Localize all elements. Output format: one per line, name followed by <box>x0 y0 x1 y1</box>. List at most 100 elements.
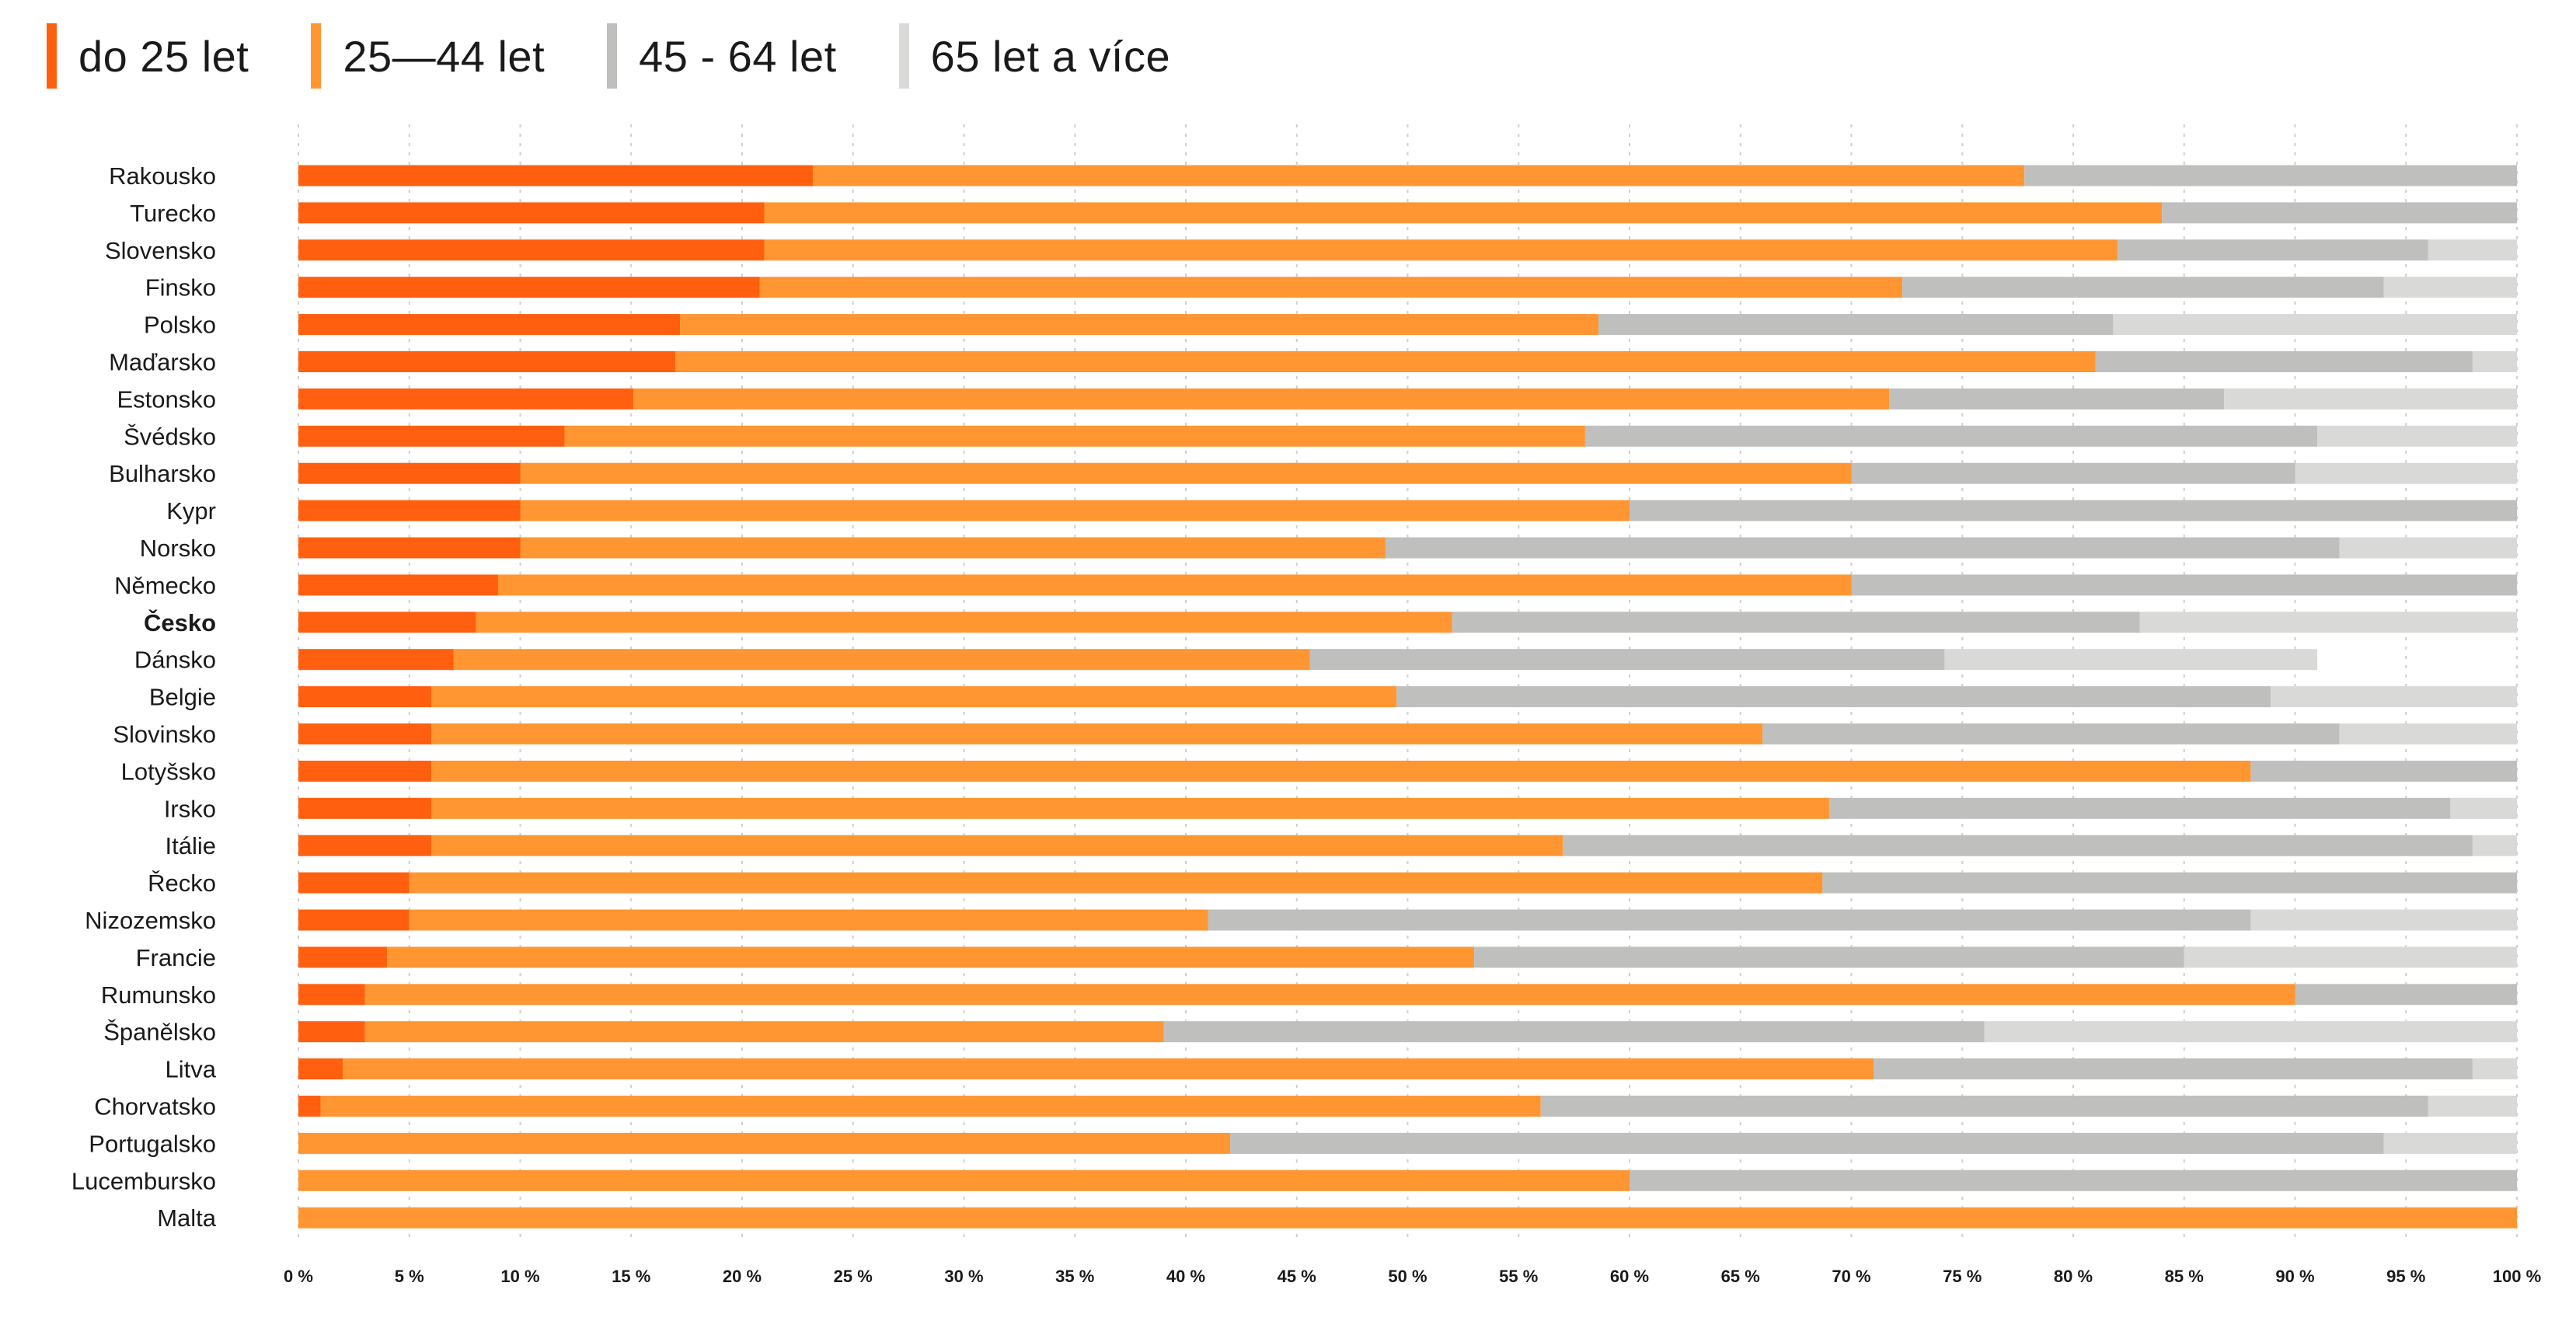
bar-row <box>298 1021 2517 1043</box>
bar-segment <box>298 835 432 856</box>
category-label: Lucembursko <box>71 1167 216 1194</box>
category-label: Bulharsko <box>109 460 216 487</box>
legend-label: do 25 let <box>78 31 249 81</box>
x-tick-label: 50 % <box>1388 1267 1427 1286</box>
bar-row <box>298 1058 2517 1080</box>
category-label: Slovinsko <box>113 721 216 748</box>
bar-segment <box>298 462 521 484</box>
x-axis-ticks: 0 % 5 % 10 % 15 % 20 % 25 % 30 % 35 % 40 % 45 % 50… <box>284 1267 2541 1286</box>
bar-segment <box>633 388 1890 410</box>
legend-label: 65 let a více <box>930 31 1171 81</box>
bar-row <box>298 314 2517 336</box>
bar-segment <box>1630 1169 2517 1191</box>
category-label: Rumunsko <box>101 981 216 1009</box>
bar-row <box>298 984 2517 1006</box>
bar-segment <box>298 500 521 521</box>
bar-row <box>298 388 2517 410</box>
bar-segment <box>1230 1132 2384 1154</box>
bar-segment <box>2295 462 2517 484</box>
bar-segment <box>2250 909 2517 931</box>
category-label: Itálie <box>166 832 216 859</box>
bar-segment <box>320 1096 1541 1117</box>
category-label: Švédsko <box>124 423 216 450</box>
x-tick-label: 60 % <box>1610 1267 1649 1286</box>
legend-item: do 25 let <box>47 23 249 89</box>
x-tick-label: 90 % <box>2275 1267 2314 1286</box>
bar-segment <box>2428 239 2517 261</box>
bar-row <box>298 462 2517 484</box>
x-tick-label: 40 % <box>1166 1267 1205 1286</box>
bar-segment <box>431 797 1829 819</box>
x-tick-label: 80 % <box>2054 1267 2093 1286</box>
bar-segment <box>2295 984 2517 1006</box>
bar-segment <box>1630 500 2517 521</box>
bar-segment <box>298 165 814 186</box>
category-label: Maďarsko <box>109 349 216 376</box>
bar-segment <box>813 165 2025 186</box>
bar-segment <box>1385 537 2340 559</box>
category-label: Kypr <box>166 497 216 525</box>
x-tick-label: 85 % <box>2165 1267 2204 1286</box>
bar-row <box>298 425 2517 447</box>
bar-segment <box>2113 314 2517 336</box>
bar-segment <box>298 909 410 931</box>
x-tick-label: 25 % <box>834 1267 873 1286</box>
bar-segment <box>298 984 365 1006</box>
x-tick-label: 45 % <box>1278 1267 1316 1286</box>
bar-row <box>298 277 2517 298</box>
bar-segment <box>1822 872 2517 894</box>
bar-segment <box>2095 351 2473 372</box>
bar-segment <box>1851 462 2295 484</box>
bar-row <box>298 760 2517 782</box>
bar-segment <box>1598 314 2114 336</box>
x-tick-label: 0 % <box>284 1267 313 1286</box>
category-label: Nizozemsko <box>85 907 216 934</box>
category-label: Portugalsko <box>89 1130 216 1157</box>
bar-segment <box>1540 1096 2428 1117</box>
bar-segment <box>387 946 1475 968</box>
bar-segment <box>298 797 432 819</box>
bar-row <box>298 1096 2517 1117</box>
bar-segment <box>2472 1058 2517 1080</box>
category-label: Norsko <box>140 535 216 562</box>
x-tick-label: 5 % <box>395 1267 424 1286</box>
bar-segment <box>298 277 760 298</box>
bar-segment <box>298 388 634 410</box>
category-label: Belgie <box>149 684 216 711</box>
category-label: Rakousko <box>109 162 216 190</box>
legend-swatch <box>898 23 909 89</box>
legend-swatch <box>311 23 322 89</box>
legend-label: 45 - 64 let <box>639 31 837 81</box>
bar-segment <box>2428 1096 2517 1117</box>
category-label: Německo <box>114 572 216 599</box>
bar-segment <box>1851 574 2517 596</box>
legend-item: 45 - 64 let <box>607 23 837 89</box>
bar-row <box>298 946 2517 968</box>
bar-segment <box>431 835 1563 856</box>
bar-segment <box>680 314 1599 336</box>
bar-segment <box>2250 760 2517 782</box>
bar-segment <box>298 612 476 633</box>
category-labels: Rakousko Turecko Slovensko Finsko Polsko Maďa… <box>71 162 217 1232</box>
bar-segment <box>2118 239 2428 261</box>
bar-segment <box>298 202 765 224</box>
category-label: Dánsko <box>134 647 216 674</box>
bar-segment <box>298 1096 321 1117</box>
bar-segment <box>298 1021 365 1043</box>
category-label: Polsko <box>144 312 216 339</box>
bar-segment <box>2271 686 2517 708</box>
bar-segment <box>2339 537 2517 559</box>
bar-segment <box>298 537 521 559</box>
legend-item: 25—44 let <box>311 23 545 89</box>
bar-segment <box>2184 946 2517 968</box>
bar-segment <box>497 574 1852 596</box>
legend-swatch <box>47 23 57 89</box>
bar-segment <box>409 909 1208 931</box>
bar-segment <box>2339 723 2517 744</box>
gridlines <box>298 124 2518 1243</box>
category-label: Lotyšsko <box>121 758 216 785</box>
bar-segment <box>2162 202 2517 224</box>
legend-swatch <box>607 23 618 89</box>
bar-segment <box>2472 835 2517 856</box>
bar-segment <box>364 1021 1164 1043</box>
